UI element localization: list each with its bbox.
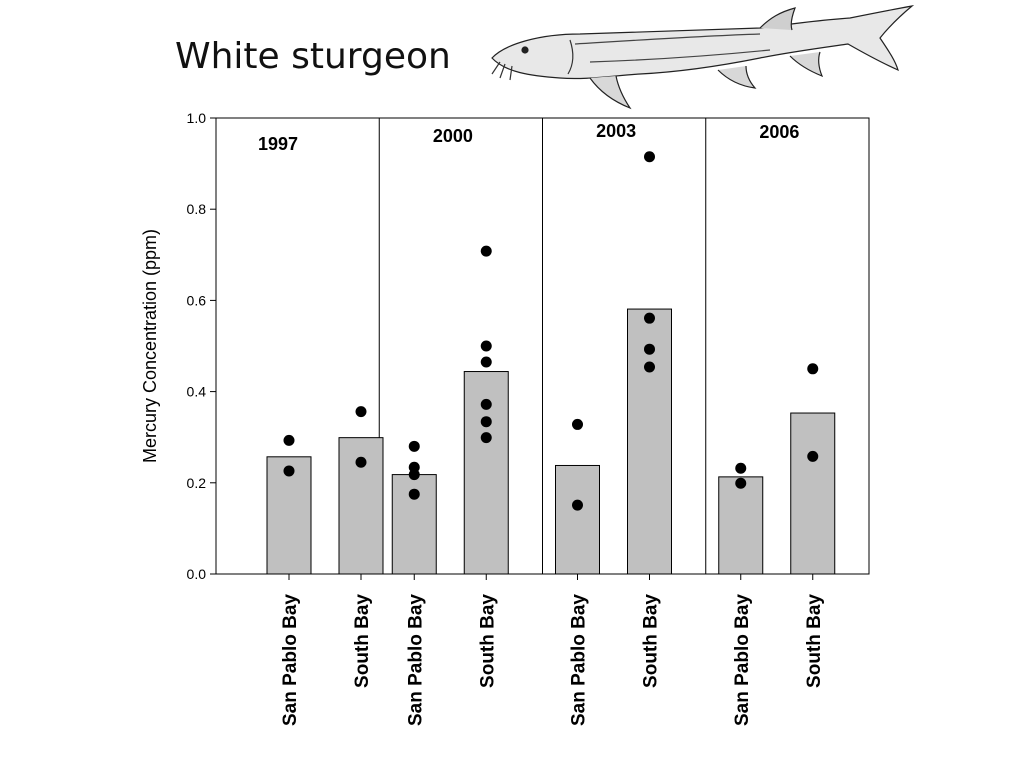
x-category-label: San Pablo Bay: [405, 594, 426, 726]
bar: [718, 476, 764, 575]
data-point: [644, 151, 655, 163]
data-point: [735, 462, 747, 474]
data-point: [572, 499, 583, 511]
x-category-label: San Pablo Bay: [280, 594, 301, 726]
data-point: [408, 488, 420, 500]
data-point: [735, 477, 747, 489]
y-tick-label: 0.0: [187, 566, 207, 582]
data-point: [644, 343, 655, 355]
data-point: [480, 416, 492, 428]
x-category-label: South Bay: [352, 594, 373, 688]
x-category-label: San Pablo Bay: [732, 594, 753, 726]
data-point: [355, 406, 367, 418]
y-tick-label: 0.8: [187, 201, 207, 217]
data-point: [355, 456, 367, 468]
year-label: 2006: [759, 122, 799, 142]
data-point: [408, 469, 420, 481]
y-axis-label: Mercury Concentration (ppm): [140, 229, 160, 463]
data-point: [480, 340, 492, 352]
data-point: [572, 418, 583, 430]
data-point: [283, 465, 295, 477]
year-label: 1997: [258, 134, 298, 154]
data-point: [480, 432, 492, 444]
white-sturgeon-illustration: [491, 5, 915, 110]
x-category-label: San Pablo Bay: [569, 594, 590, 726]
x-category-label: South Bay: [477, 594, 498, 688]
bar: [555, 464, 600, 575]
data-point: [644, 312, 655, 324]
year-label: 2000: [433, 126, 473, 146]
data-point: [480, 398, 492, 410]
x-category-label: South Bay: [641, 594, 662, 688]
data-point: [408, 440, 420, 452]
data-point: [480, 356, 492, 368]
data-point: [807, 450, 819, 462]
bar: [790, 412, 836, 575]
x-category-label: South Bay: [804, 594, 825, 688]
data-point: [283, 434, 295, 446]
data-point: [480, 245, 492, 257]
y-tick-label: 1.0: [187, 110, 207, 126]
y-tick-label: 0.4: [187, 384, 207, 400]
y-tick-label: 0.2: [187, 475, 207, 491]
chart-title: White sturgeon: [175, 36, 451, 77]
y-tick-label: 0.6: [187, 292, 207, 308]
data-point: [644, 361, 655, 373]
data-point: [807, 363, 819, 375]
year-label: 2003: [596, 121, 636, 141]
